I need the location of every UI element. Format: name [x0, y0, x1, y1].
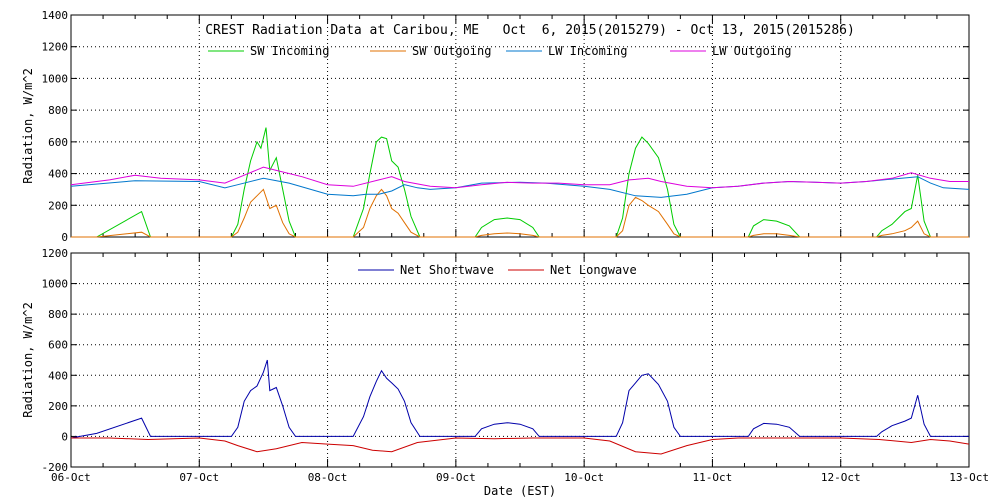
top-y-ticks: 0 200 400 600 800 1000 1200 1400	[42, 9, 969, 244]
bottom-series	[70, 359, 970, 455]
top-series	[70, 127, 970, 238]
y-tick-label: 200	[48, 199, 68, 212]
legend-item: LW Outgoing	[670, 44, 791, 58]
x-tick-label: 06-Oct	[51, 471, 91, 484]
top-grid	[71, 15, 969, 237]
y-tick-label: 400	[48, 168, 68, 181]
y-tick-label: 800	[48, 104, 68, 117]
x-tick-label: 10-Oct	[564, 471, 604, 484]
legend-label: LW Incoming	[548, 44, 627, 58]
y-tick-label: 1000	[42, 278, 69, 291]
bottom-y-axis-title: Radiation, W/m^2	[21, 302, 35, 418]
bottom-legend: Net Shortwave Net Longwave	[358, 263, 637, 277]
top-panel: 0 200 400 600 800 1000 1200 1400 CREST Radiatio…	[21, 9, 970, 244]
legend-label: LW Outgoing	[712, 44, 791, 58]
x-tick-label: 12-Oct	[821, 471, 861, 484]
y-tick-label: 600	[48, 339, 68, 352]
y-tick-label: 1200	[42, 247, 69, 260]
x-tick-label: 09-Oct	[436, 471, 476, 484]
x-axis-title: Date (EST)	[484, 484, 556, 498]
legend-item: Net Shortwave	[358, 263, 494, 277]
x-axis-ticks: 06-Oct 07-Oct 08-Oct 09-Oct 10-Oct 11-Oct 12-O…	[51, 471, 989, 484]
y-tick-label: 800	[48, 308, 68, 321]
y-tick-label: 1000	[42, 72, 69, 85]
y-tick-label: 0	[61, 231, 68, 244]
y-tick-label: 1400	[42, 9, 69, 22]
x-tick-label: 08-Oct	[308, 471, 348, 484]
y-tick-label: 1200	[42, 41, 69, 54]
top-legend: SW Incoming SW Outgoing LW Incoming LW Outg…	[208, 44, 791, 58]
y-tick-label: 400	[48, 369, 68, 382]
y-tick-label: -200	[42, 461, 69, 474]
bottom-y-ticks: -200 0 200 400 600 800 1000 1200	[42, 247, 969, 474]
legend-item: Net Longwave	[508, 263, 637, 277]
chart-title: CREST Radiation Data at Caribou, ME Oct …	[205, 23, 855, 38]
legend-label: Net Longwave	[550, 263, 637, 277]
series-line-net-longwave	[71, 437, 970, 455]
legend-item: SW Outgoing	[370, 44, 491, 58]
bottom-plot-frame	[70, 252, 970, 468]
series-line-net-shortwave	[70, 359, 969, 439]
legend-label: Net Shortwave	[400, 263, 494, 277]
legend-item: SW Incoming	[208, 44, 329, 58]
bottom-panel: -200 0 200 400 600 800 1000 1200 Radiation, W/m…	[21, 247, 989, 498]
legend-label: SW Outgoing	[412, 44, 491, 58]
y-tick-label: 600	[48, 136, 68, 149]
y-tick-label: 200	[48, 400, 68, 413]
x-tick-label: 11-Oct	[693, 471, 733, 484]
top-plot-frame	[70, 14, 970, 238]
series-line-lw-outgoing	[70, 166, 969, 189]
x-tick-label: 07-Oct	[179, 471, 219, 484]
series-line-lw-incoming	[70, 176, 970, 198]
bottom-grid	[71, 253, 969, 467]
top-y-axis-title: Radiation, W/m^2	[21, 68, 35, 184]
legend-label: SW Incoming	[250, 44, 329, 58]
legend-item: LW Incoming	[506, 44, 627, 58]
y-tick-label: 0	[61, 430, 68, 443]
series-line-sw-outgoing	[71, 188, 969, 238]
x-tick-label: 13-Oct	[949, 471, 989, 484]
